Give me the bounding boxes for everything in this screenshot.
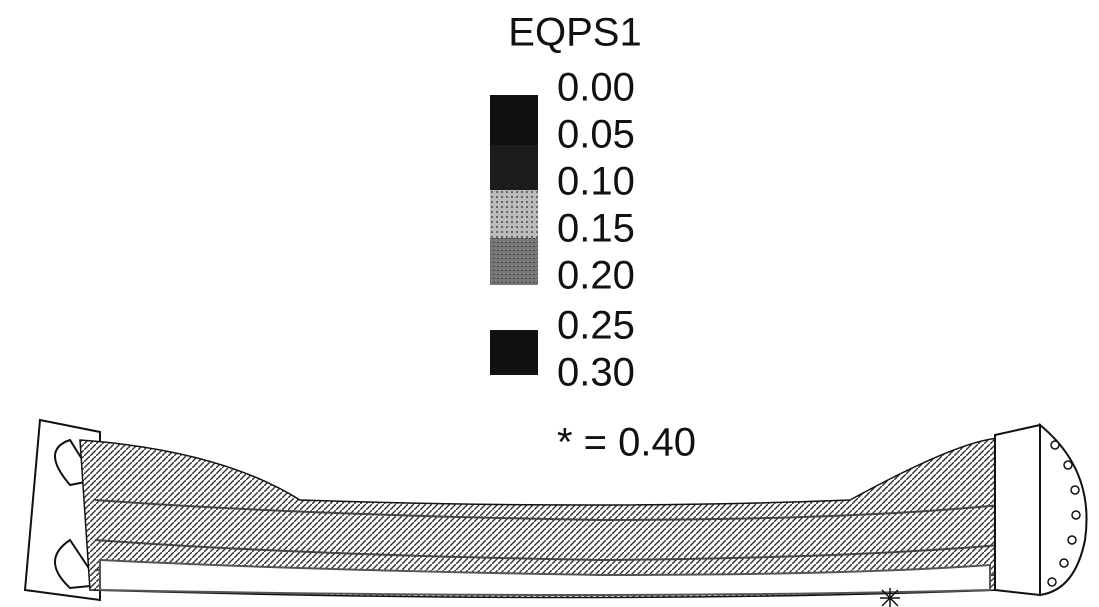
legend-label: 0.05 bbox=[557, 113, 635, 157]
legend-label: 0.00 bbox=[557, 66, 635, 110]
swatch bbox=[490, 190, 538, 238]
legend-label: 0.25 bbox=[557, 304, 635, 348]
legend-label: 0.20 bbox=[557, 254, 635, 298]
legend-labels: 0.000.050.100.150.20 0.250.30 bbox=[557, 66, 635, 395]
legend-label: 0.10 bbox=[557, 160, 635, 204]
legend-label: 0.30 bbox=[557, 351, 635, 395]
swatch bbox=[490, 238, 538, 285]
swatch bbox=[490, 95, 538, 145]
model bbox=[23, 418, 1088, 607]
legend-swatches bbox=[490, 95, 538, 375]
legend-label: 0.15 bbox=[557, 207, 635, 251]
legend-title: EQPS1 bbox=[508, 11, 641, 55]
swatch bbox=[490, 330, 538, 375]
legend-note: * = 0.40 bbox=[557, 421, 696, 465]
swatch bbox=[490, 145, 538, 190]
